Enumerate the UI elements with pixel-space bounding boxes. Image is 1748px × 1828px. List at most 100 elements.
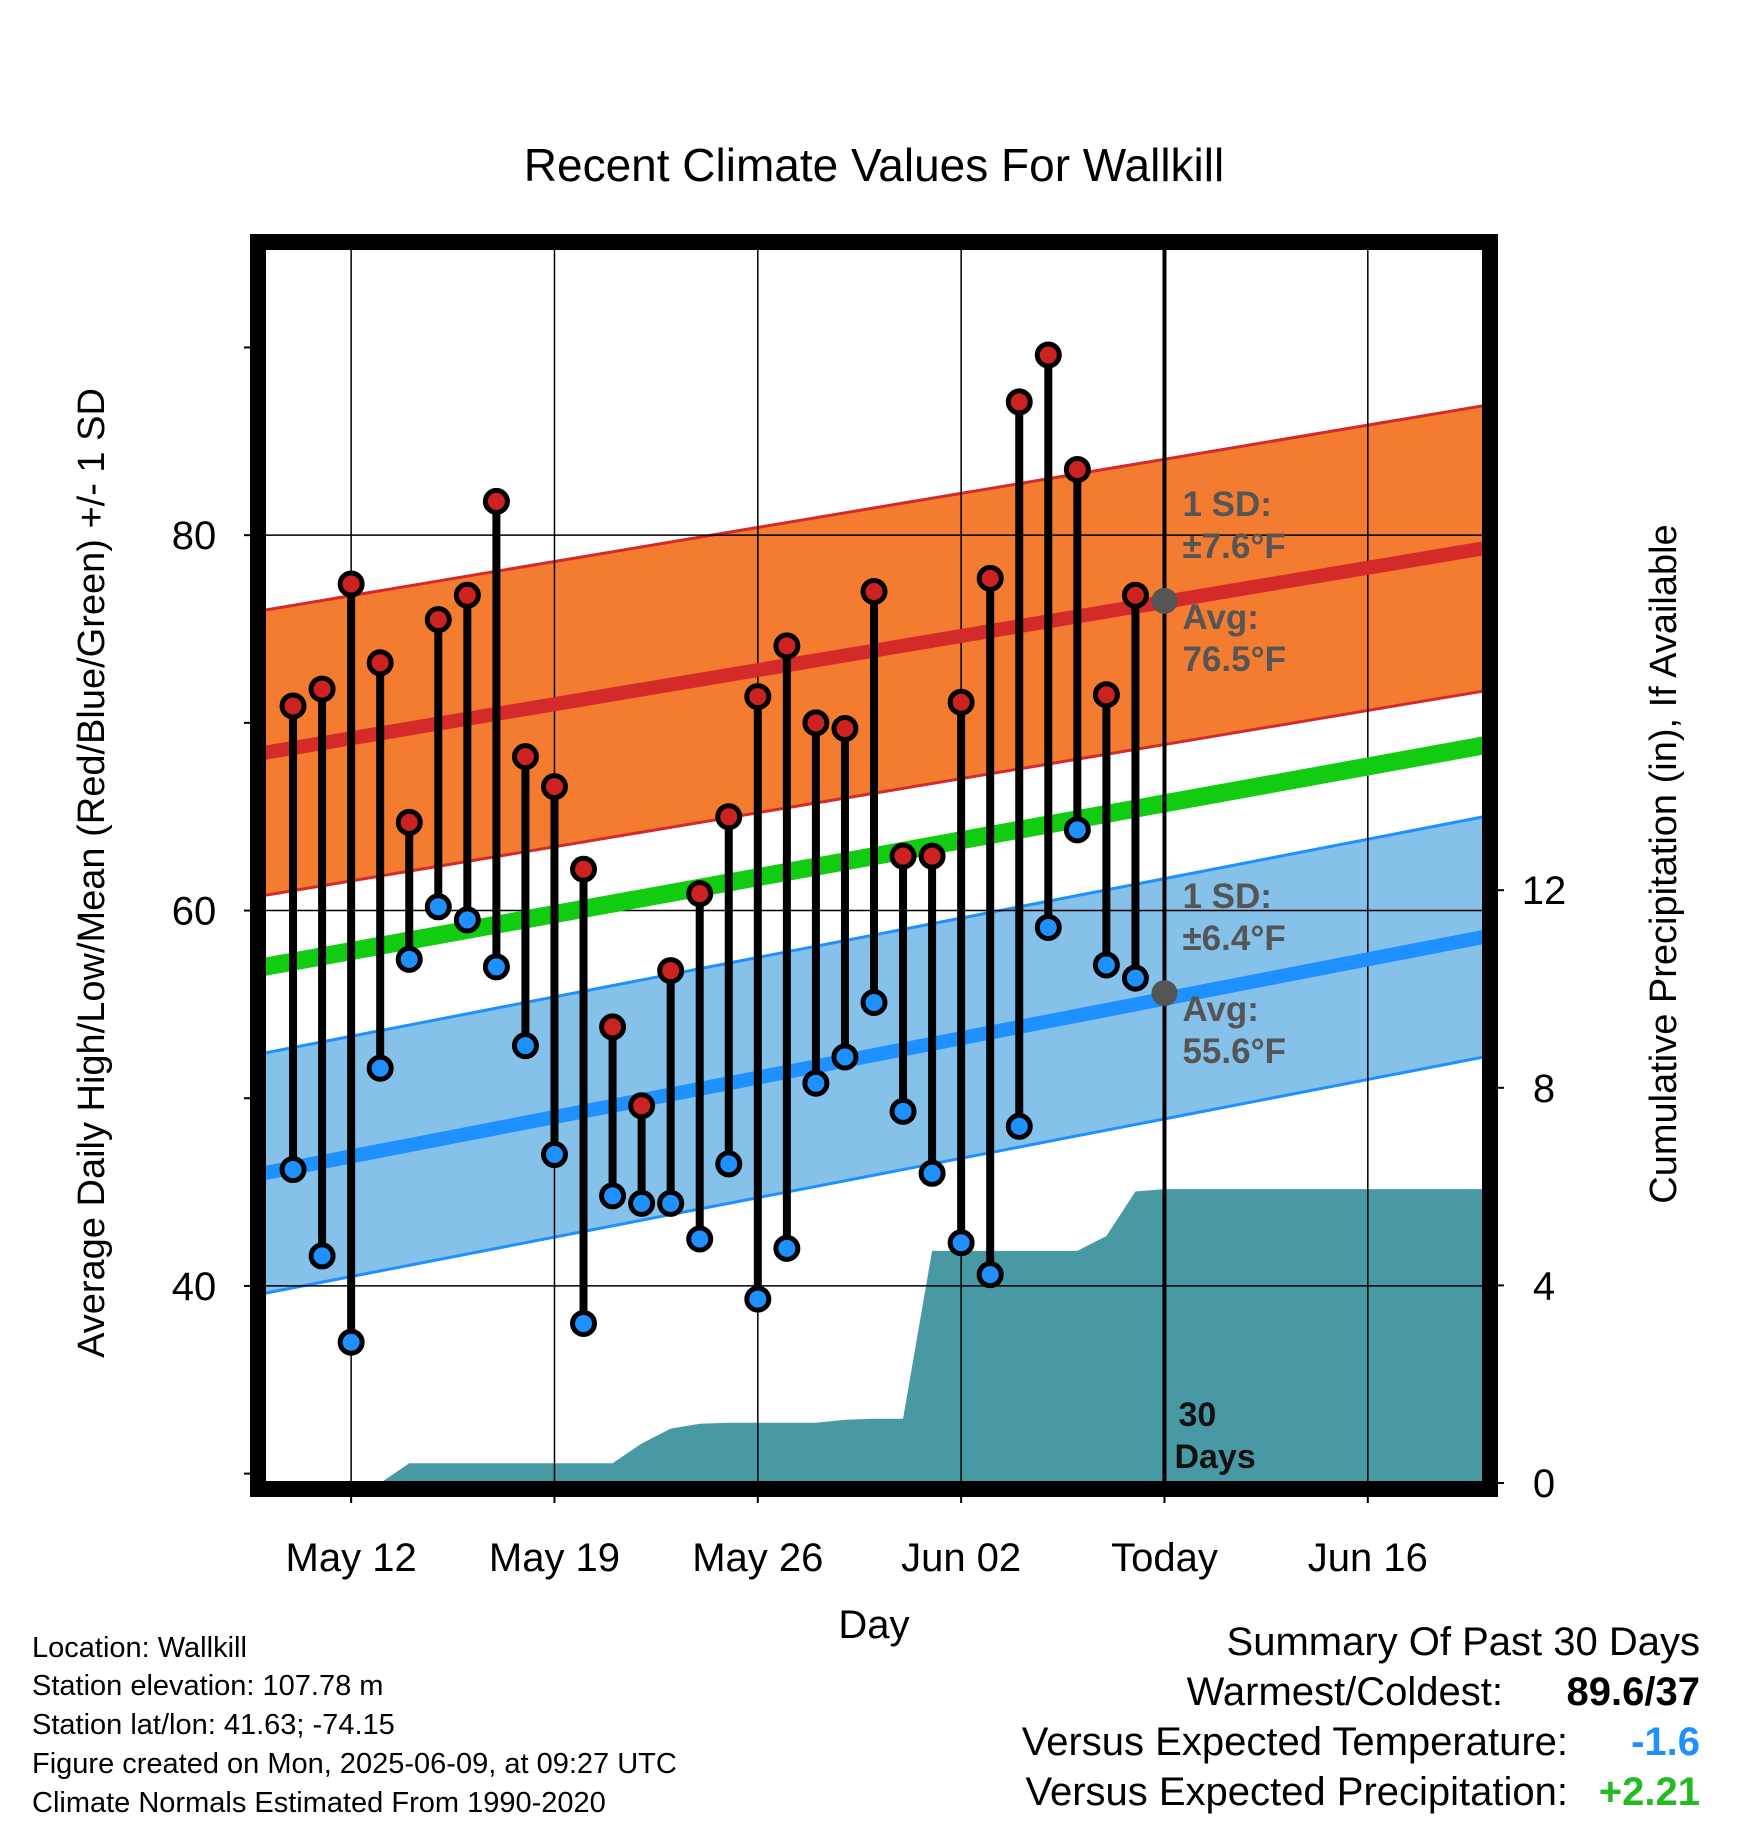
summary-title: Summary Of Past 30 Days xyxy=(1226,1620,1700,1664)
high-point xyxy=(773,632,801,660)
low-point xyxy=(308,1242,336,1270)
x-axis-label: Day xyxy=(838,1603,909,1647)
low-point xyxy=(918,1159,946,1187)
x-tick-label: May 19 xyxy=(489,1536,620,1580)
plot-inner xyxy=(264,248,1484,1483)
y-tick-label: 60 xyxy=(172,890,217,934)
low-point xyxy=(860,989,888,1017)
high-point xyxy=(686,880,714,908)
high-point xyxy=(1121,581,1149,609)
high-point xyxy=(540,773,568,801)
high-point xyxy=(976,564,1004,592)
high-point xyxy=(831,714,859,742)
high-point xyxy=(744,683,772,711)
low-avg-marker xyxy=(1151,980,1178,1007)
info-elevation: Station elevation: 107.78 m xyxy=(32,1670,384,1702)
high-point xyxy=(628,1092,656,1120)
y-axis-label: Average Daily High/Low/Mean (Red/Blue/Gr… xyxy=(71,388,113,1358)
high-point xyxy=(657,957,685,985)
low-point xyxy=(1063,816,1091,844)
x-tick-label: Today xyxy=(1111,1536,1218,1580)
high-point xyxy=(453,581,481,609)
low-sd-label: 1 SD: xyxy=(1182,877,1271,916)
low-point xyxy=(540,1141,568,1169)
x-tick-label: Jun 02 xyxy=(901,1536,1021,1580)
summary-warmest-value: 89.6/37 xyxy=(1566,1670,1700,1714)
high-point xyxy=(395,808,423,836)
chart-title: Recent Climate Values For Wallkill xyxy=(524,139,1224,191)
high-point xyxy=(279,692,307,720)
high-avg-marker xyxy=(1151,587,1178,614)
low-point xyxy=(831,1043,859,1071)
summary-precip-value: +2.21 xyxy=(1598,1770,1700,1814)
low-point xyxy=(570,1309,598,1337)
high-point xyxy=(366,649,394,677)
low-point xyxy=(657,1189,685,1217)
low-point xyxy=(744,1285,772,1313)
low-point xyxy=(802,1069,830,1097)
high-point xyxy=(570,855,598,883)
low-point xyxy=(715,1150,743,1178)
info-created: Figure created on Mon, 2025-06-09, at 09… xyxy=(32,1748,677,1780)
info-latlon: Station lat/lon: 41.63; -74.15 xyxy=(32,1709,395,1741)
high-point xyxy=(1005,388,1033,416)
y-tick-label: 80 xyxy=(172,514,217,558)
low-point xyxy=(889,1097,917,1125)
low-point xyxy=(482,953,510,981)
high-sd-label: 1 SD: xyxy=(1182,485,1271,524)
low-point xyxy=(1092,951,1120,979)
high-point xyxy=(715,803,743,831)
high-point xyxy=(860,577,888,605)
low-normal-line xyxy=(264,929,1484,1181)
high-point xyxy=(889,842,917,870)
y-tick-label: 40 xyxy=(172,1265,217,1309)
high-sd-value: ±7.6°F xyxy=(1182,527,1285,566)
info-location: Location: Wallkill xyxy=(32,1632,247,1664)
low-point xyxy=(511,1032,539,1060)
high-point xyxy=(337,570,365,598)
low-point xyxy=(947,1229,975,1257)
low-point xyxy=(628,1189,656,1217)
low-point xyxy=(395,945,423,973)
high-point xyxy=(599,1013,627,1041)
high-point xyxy=(511,743,539,771)
precipitation-area xyxy=(264,1189,1484,1483)
high-point xyxy=(1034,341,1062,369)
high-avg-label: Avg: xyxy=(1182,598,1258,637)
low-point xyxy=(453,906,481,934)
summary-precip-label: Versus Expected Precipitation: xyxy=(1025,1770,1568,1814)
high-point xyxy=(482,487,510,515)
info-normals: Climate Normals Estimated From 1990-2020 xyxy=(32,1787,606,1819)
plot-frame xyxy=(250,234,1498,1497)
high-point xyxy=(424,606,452,634)
summary-temp-value: -1.6 xyxy=(1631,1720,1700,1764)
low-point xyxy=(976,1261,1004,1289)
y2-tick-label: 8 xyxy=(1533,1067,1555,1111)
low-point xyxy=(337,1328,365,1356)
low-avg-value: 55.6°F xyxy=(1182,1032,1286,1071)
x-tick-label: May 12 xyxy=(286,1536,417,1580)
low-point xyxy=(686,1225,714,1253)
y2-tick-label: 0 xyxy=(1533,1462,1555,1506)
days-word-label: Days xyxy=(1174,1438,1255,1476)
low-point xyxy=(1005,1112,1033,1140)
low-point xyxy=(424,893,452,921)
high-point xyxy=(1092,681,1120,709)
y2-tick-label: 12 xyxy=(1522,869,1567,913)
low-sd-value: ±6.4°F xyxy=(1182,919,1285,958)
high-point xyxy=(802,709,830,737)
high-avg-value: 76.5°F xyxy=(1182,640,1286,679)
summary-warmest-label: Warmest/Coldest: xyxy=(1186,1670,1503,1714)
high-point xyxy=(918,842,946,870)
high-point xyxy=(1063,455,1091,483)
low-point xyxy=(1121,964,1149,992)
x-tick-label: May 26 xyxy=(692,1536,823,1580)
high-point xyxy=(947,688,975,716)
low-point xyxy=(599,1182,627,1210)
days-count-label: 30 xyxy=(1178,1396,1216,1434)
y2-axis-label: Cumulative Precipitation (in), If Availa… xyxy=(1643,524,1685,1203)
x-tick-label: Jun 16 xyxy=(1308,1536,1428,1580)
low-point xyxy=(773,1234,801,1262)
low-point xyxy=(1034,913,1062,941)
